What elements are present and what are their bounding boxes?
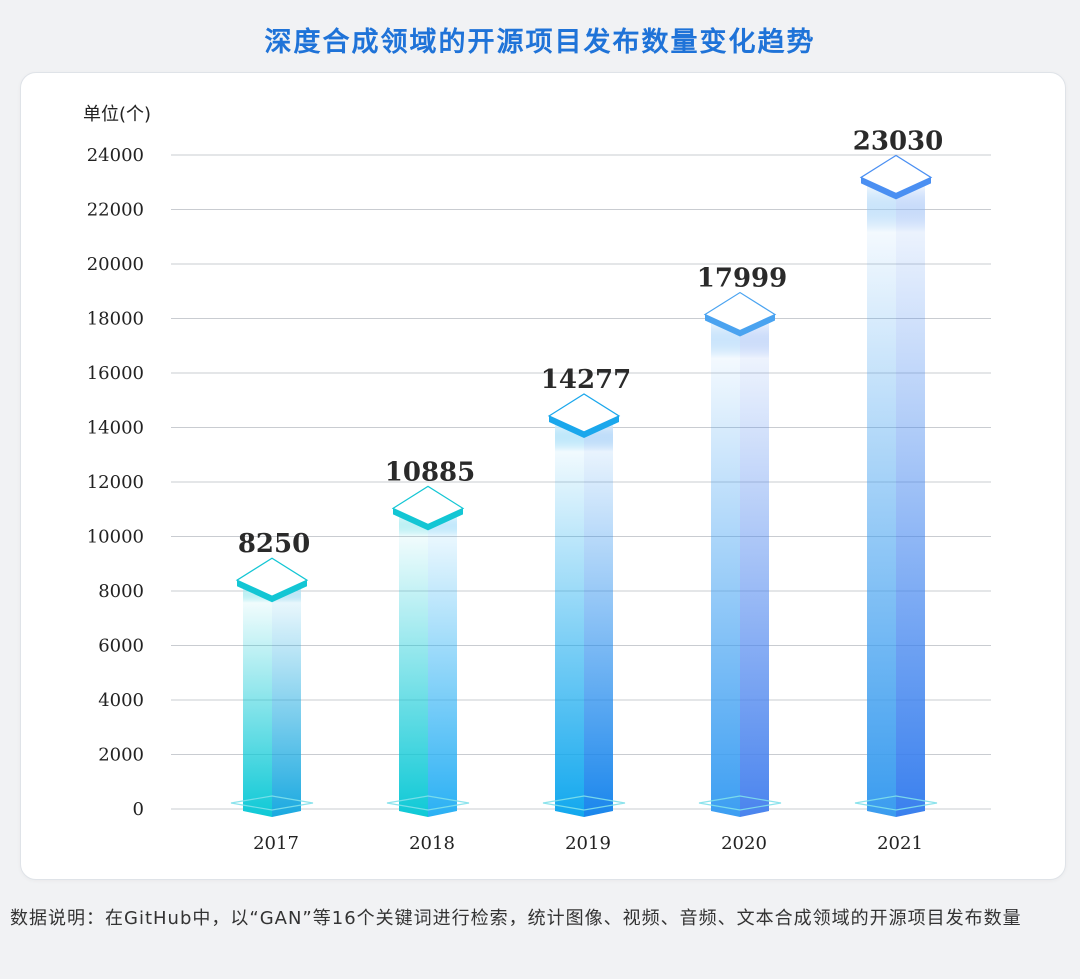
data-label-2020: 17999 xyxy=(697,264,787,294)
y-tick-label: 0 xyxy=(133,799,144,820)
chart-card: 单位(个) 0 2000 4000 6000 8000 10000 12000 14000 16… xyxy=(20,72,1066,880)
bar-face-left xyxy=(399,512,428,817)
bar-cap-top xyxy=(391,485,465,526)
bar-face-left xyxy=(243,584,272,817)
bar-cap-edge xyxy=(861,177,931,200)
bar-base xyxy=(542,795,626,811)
bar-base xyxy=(230,795,314,811)
x-axis-ticks: 2017 2018 2019 2020 2021 xyxy=(253,833,923,854)
bar-base xyxy=(698,795,782,811)
y-tick-label: 24000 xyxy=(87,145,144,166)
bar-cap-edge xyxy=(393,508,463,531)
bar-2019 xyxy=(542,393,626,817)
x-tick-label-2020: 2020 xyxy=(721,833,767,854)
x-tick-label-2018: 2018 xyxy=(409,833,455,854)
bar-cap-edge xyxy=(549,415,619,438)
data-label-2021: 23030 xyxy=(853,126,943,156)
data-label-2018: 10885 xyxy=(385,457,475,487)
y-tick-label: 20000 xyxy=(87,254,144,275)
bar-base xyxy=(854,795,938,811)
bar-cap-edge xyxy=(237,580,307,603)
bar-face-right xyxy=(428,512,457,817)
bars xyxy=(230,154,938,817)
bar-cap-edge xyxy=(705,314,775,337)
bar-cap-top xyxy=(235,557,309,597)
bar-face-left xyxy=(555,419,584,817)
y-tick-label: 4000 xyxy=(98,690,144,711)
y-tick-label: 12000 xyxy=(87,472,144,493)
bar-cap-top xyxy=(547,393,621,433)
x-tick-label-2017: 2017 xyxy=(253,833,299,854)
bar-face-left xyxy=(867,181,896,817)
y-tick-label: 22000 xyxy=(87,200,144,221)
x-tick-label-2021: 2021 xyxy=(877,833,923,854)
bar-face-right xyxy=(896,181,925,817)
bar-2020 xyxy=(698,291,782,817)
data-label-2019: 14277 xyxy=(541,365,631,395)
bar-face-right xyxy=(584,419,613,817)
bar-cap-top xyxy=(703,291,777,332)
y-tick-label: 16000 xyxy=(87,363,144,384)
x-tick-label-2019: 2019 xyxy=(565,833,611,854)
bar-face-right xyxy=(272,584,301,817)
chart-title: 深度合成领域的开源项目发布数量变化趋势 xyxy=(264,27,816,58)
y-tick-label: 14000 xyxy=(87,418,144,439)
y-tick-label: 10000 xyxy=(87,527,144,548)
y-axis-ticks: 0 2000 4000 6000 8000 10000 12000 14000 16000 180… xyxy=(87,145,144,820)
bar-face-left xyxy=(711,318,740,817)
bar-base xyxy=(386,795,470,811)
bar-2017 xyxy=(230,557,314,817)
y-tick-label: 6000 xyxy=(98,636,144,657)
bar-face-right xyxy=(740,318,769,817)
data-label-2017: 8250 xyxy=(238,529,310,559)
y-axis-unit-label: 单位(个) xyxy=(83,104,151,125)
bar-cap-top xyxy=(859,154,933,195)
bar-2021 xyxy=(854,154,938,817)
bar-chart: 单位(个) 0 2000 4000 6000 8000 10000 12000 14000 16… xyxy=(83,104,991,854)
y-tick-label: 2000 xyxy=(98,745,144,766)
bar-2018 xyxy=(386,485,470,817)
data-labels: 8250 10885 14277 17999 23030 xyxy=(238,126,943,559)
data-note: 数据说明：在GitHub中，以“GAN”等16个关键词进行检索，统计图像、视频、… xyxy=(10,908,1022,929)
y-tick-label: 8000 xyxy=(98,581,144,602)
y-tick-label: 18000 xyxy=(87,309,144,330)
